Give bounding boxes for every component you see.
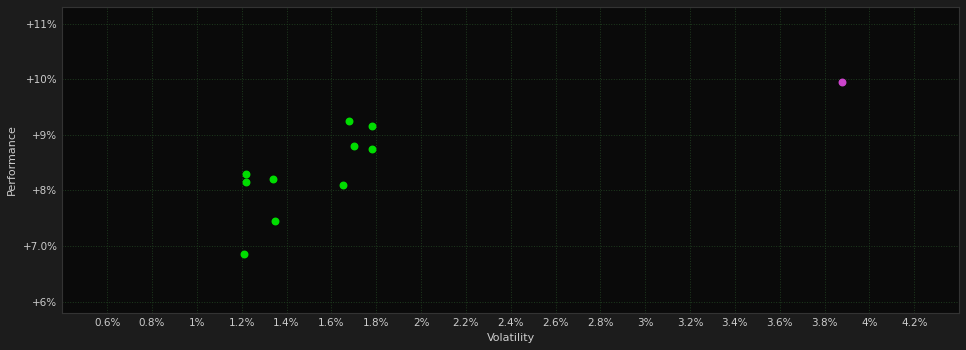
Point xyxy=(342,118,357,124)
Point xyxy=(239,171,254,176)
X-axis label: Volatility: Volatility xyxy=(487,333,535,343)
Point xyxy=(266,176,281,182)
Y-axis label: Performance: Performance xyxy=(7,124,17,195)
Point xyxy=(237,252,252,257)
Point xyxy=(335,182,351,188)
Point xyxy=(346,143,361,149)
Point xyxy=(239,179,254,185)
Point xyxy=(268,218,283,224)
Point xyxy=(364,124,380,129)
Point xyxy=(835,79,850,85)
Point xyxy=(364,146,380,152)
